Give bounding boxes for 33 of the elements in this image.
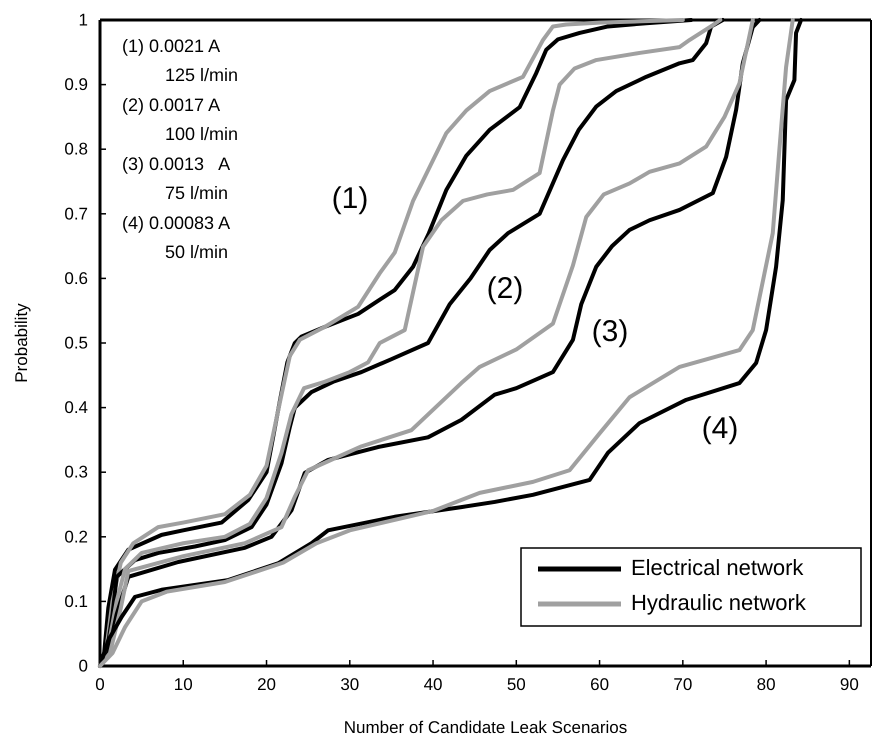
y-tick-label: 0.5 <box>64 333 88 352</box>
y-tick-label: 0.2 <box>64 527 88 546</box>
annotation: (1) <box>332 182 368 215</box>
x-axis-title: Number of Candidate Leak Scenarios <box>344 718 628 737</box>
y-tick-label: 0.1 <box>64 592 88 611</box>
annotation: (2) <box>486 272 524 305</box>
x-tick-label: 80 <box>756 675 776 694</box>
annotation: (3) <box>592 314 628 348</box>
x-tick-label: 10 <box>174 675 193 694</box>
y-tick-label: 0.3 <box>64 462 88 482</box>
annotation: (2) 0.0017 A 100 l/min <box>122 95 238 144</box>
legend-label: Electrical network <box>631 554 804 580</box>
annotation: (4) <box>702 412 738 445</box>
x-tick-label: 50 <box>506 675 526 694</box>
y-axis-title: Probability <box>12 302 31 383</box>
annotation: (3) 0.0013 A 75 l/min <box>122 154 230 203</box>
x-tick-label: 20 <box>257 675 276 694</box>
y-tick-label: 1 <box>78 10 88 30</box>
x-tick-label: 40 <box>424 675 443 694</box>
y-tick-label: 0.4 <box>64 398 88 418</box>
annotation: (1) 0.0021 A 125 l/min <box>122 36 238 85</box>
annotation: (4) 0.00083 A 50 l/min <box>122 213 230 262</box>
y-tick-label: 0.6 <box>64 268 88 288</box>
x-tick-label: 0 <box>95 675 105 694</box>
y-tick-label: 0 <box>78 656 88 676</box>
x-tick-label: 60 <box>590 675 610 694</box>
x-tick-label: 90 <box>840 675 859 694</box>
y-tick-label: 0.8 <box>64 140 88 159</box>
legend-label: Hydraulic network <box>631 590 807 615</box>
x-tick-label: 70 <box>673 675 692 694</box>
y-tick-label: 0.7 <box>64 204 88 224</box>
x-tick-label: 30 <box>340 675 360 694</box>
y-tick-label: 0.9 <box>64 75 88 94</box>
